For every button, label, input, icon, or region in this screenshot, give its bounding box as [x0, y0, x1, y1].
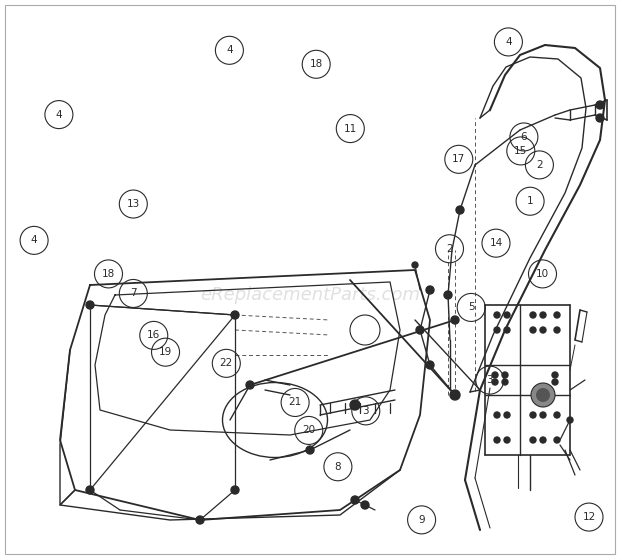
Circle shape — [596, 114, 604, 122]
Circle shape — [246, 381, 254, 389]
Circle shape — [494, 412, 500, 418]
Circle shape — [450, 390, 460, 400]
Circle shape — [494, 327, 500, 333]
Circle shape — [412, 262, 418, 268]
Circle shape — [540, 437, 546, 443]
Text: 10: 10 — [536, 269, 549, 279]
Text: 6: 6 — [521, 132, 527, 142]
Circle shape — [502, 379, 508, 385]
Circle shape — [361, 501, 369, 509]
Text: 16: 16 — [147, 330, 161, 340]
Text: 9: 9 — [418, 515, 425, 525]
Circle shape — [531, 383, 555, 407]
Text: 14: 14 — [489, 238, 503, 248]
Circle shape — [456, 206, 464, 214]
Circle shape — [540, 327, 546, 333]
Text: 3: 3 — [363, 406, 369, 416]
Circle shape — [552, 379, 558, 385]
Text: 8: 8 — [335, 462, 341, 472]
Text: eReplacementParts.com: eReplacementParts.com — [200, 286, 420, 304]
Circle shape — [504, 312, 510, 318]
Text: 2: 2 — [446, 244, 453, 254]
Text: 5: 5 — [468, 302, 474, 312]
Text: 4: 4 — [31, 235, 37, 245]
Text: 20: 20 — [302, 425, 316, 435]
Circle shape — [426, 286, 434, 294]
Circle shape — [426, 361, 434, 369]
Circle shape — [530, 412, 536, 418]
Text: 13: 13 — [126, 199, 140, 209]
Circle shape — [306, 446, 314, 454]
Circle shape — [540, 312, 546, 318]
Circle shape — [530, 437, 536, 443]
Circle shape — [504, 412, 510, 418]
Text: 18: 18 — [102, 269, 115, 279]
Circle shape — [554, 312, 560, 318]
Text: 4: 4 — [226, 45, 232, 55]
Circle shape — [492, 379, 498, 385]
Circle shape — [350, 400, 360, 410]
Circle shape — [504, 437, 510, 443]
Circle shape — [416, 326, 424, 334]
Circle shape — [351, 496, 359, 504]
Circle shape — [554, 412, 560, 418]
Circle shape — [554, 437, 560, 443]
Circle shape — [536, 388, 550, 402]
Text: 1: 1 — [527, 196, 533, 206]
Circle shape — [530, 327, 536, 333]
Circle shape — [530, 312, 536, 318]
Text: 17: 17 — [452, 154, 466, 164]
Text: 11: 11 — [343, 124, 357, 134]
Text: 7: 7 — [130, 288, 136, 299]
Circle shape — [492, 372, 498, 378]
Circle shape — [494, 312, 500, 318]
Circle shape — [552, 372, 558, 378]
Text: 4: 4 — [505, 37, 511, 47]
Circle shape — [596, 101, 604, 109]
Text: 22: 22 — [219, 358, 233, 368]
Circle shape — [504, 327, 510, 333]
Circle shape — [451, 316, 459, 324]
Circle shape — [86, 486, 94, 494]
Circle shape — [196, 516, 204, 524]
Text: 4: 4 — [56, 110, 62, 120]
Text: 3: 3 — [487, 375, 493, 385]
Circle shape — [502, 372, 508, 378]
Text: 18: 18 — [309, 59, 323, 69]
Circle shape — [567, 417, 573, 423]
Text: 15: 15 — [514, 146, 528, 156]
Text: 12: 12 — [582, 512, 596, 522]
Circle shape — [231, 486, 239, 494]
Text: 21: 21 — [288, 397, 302, 408]
Circle shape — [554, 327, 560, 333]
Text: 19: 19 — [159, 347, 172, 357]
Text: 2: 2 — [536, 160, 542, 170]
Circle shape — [444, 291, 452, 299]
Circle shape — [86, 301, 94, 309]
Circle shape — [494, 437, 500, 443]
Circle shape — [231, 311, 239, 319]
Circle shape — [540, 412, 546, 418]
